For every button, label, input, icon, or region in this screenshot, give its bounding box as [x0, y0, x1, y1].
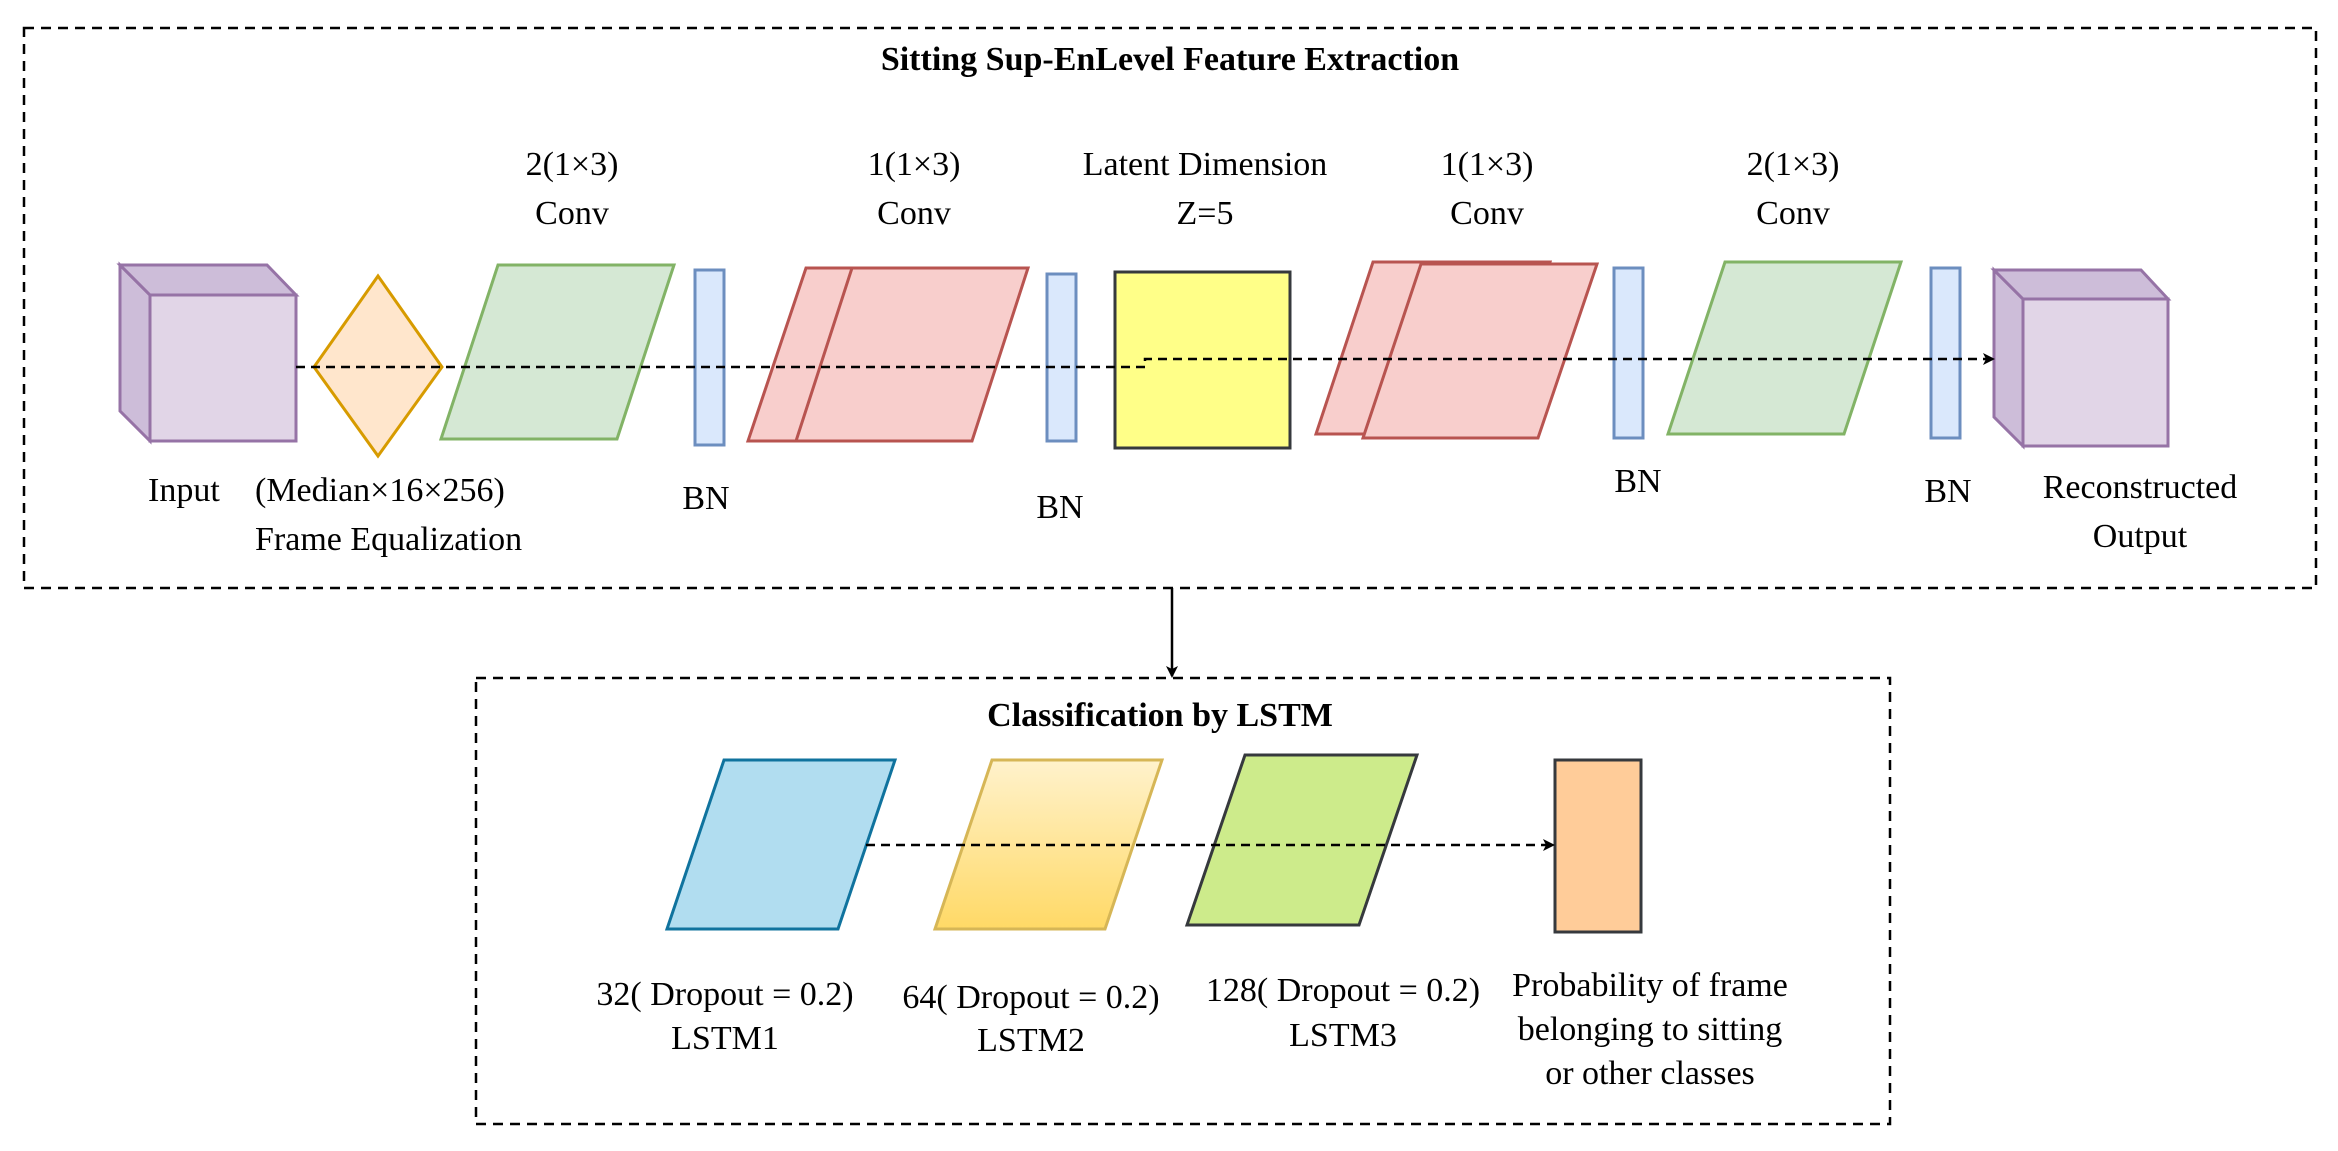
bn4-block — [1929, 266, 1962, 440]
conv3-block-front — [1360, 262, 1600, 440]
probability-output-block — [1553, 758, 1643, 934]
input-cube-top — [116, 263, 300, 297]
feature-extraction-panel: Sitting Sup-EnLevel Feature Extraction I… — [22, 26, 2318, 590]
equalization-label-line2: Frame Equalization — [255, 521, 522, 558]
conv1-block — [438, 263, 677, 441]
lstm1-block — [664, 758, 898, 931]
output-cube-front — [2021, 297, 2170, 448]
output-cube-top — [1990, 268, 2172, 301]
lstm1-label-line1: 32( Dropout = 0.2) — [596, 976, 853, 1013]
bn4-label: BN — [1924, 473, 1971, 510]
conv4-block — [1665, 260, 1904, 436]
output-cube — [1990, 266, 2172, 450]
bn2-block — [1045, 272, 1078, 443]
probability-label-line2: belonging to sitting — [1518, 1011, 1782, 1048]
conv2-label-line1: 1(1×3) — [868, 146, 961, 183]
latent-label-line2: Z=5 — [1177, 195, 1234, 232]
latent-label-line1: Latent Dimension — [1083, 146, 1328, 183]
conv2-label-line2: Conv — [877, 195, 951, 232]
lstm3-label-line1: 128( Dropout = 0.2) — [1206, 972, 1480, 1009]
conv3-label-line1: 1(1×3) — [1441, 146, 1534, 183]
bn3-block — [1612, 266, 1645, 440]
input-cube-front — [148, 293, 298, 443]
lstm2-label-line1: 64( Dropout = 0.2) — [902, 979, 1159, 1016]
classification-border — [474, 676, 1892, 1126]
output-label-line1: Reconstructed — [2043, 469, 2238, 506]
feature-extraction-title: Sitting Sup-EnLevel Feature Extraction — [881, 41, 1459, 78]
bn1-label: BN — [682, 480, 729, 517]
probability-label-line3: or other classes — [1545, 1055, 1755, 1092]
feature-extraction-border — [22, 26, 2318, 590]
conv1-label-line1: 2(1×3) — [526, 146, 619, 183]
conv4-label-line2: Conv — [1756, 195, 1830, 232]
lstm3-block — [1184, 753, 1420, 927]
input-cube — [116, 261, 300, 445]
conv3-label-line2: Conv — [1450, 195, 1524, 232]
classification-title: Classification by LSTM — [987, 697, 1333, 734]
lstm1-label-line2: LSTM1 — [671, 1020, 779, 1057]
bn3-label: BN — [1614, 463, 1661, 500]
output-label-line2: Output — [2093, 518, 2188, 555]
bn1-block — [693, 268, 726, 447]
equalization-label-line1: (Median×16×256) — [255, 472, 505, 509]
bn2-label: BN — [1036, 489, 1083, 526]
conv2-block-front — [793, 266, 1031, 443]
probability-label-line1: Probability of frame — [1512, 967, 1788, 1004]
lstm3-label-line2: LSTM3 — [1289, 1017, 1397, 1054]
input-label: Input — [148, 472, 220, 509]
conv4-label-line1: 2(1×3) — [1747, 146, 1840, 183]
lstm2-label-line2: LSTM2 — [977, 1022, 1085, 1059]
conv1-label-line2: Conv — [535, 195, 609, 232]
encoder-flow-arrow — [296, 353, 1995, 369]
classification-panel: Classification by LSTM 32( Dropout = 0.2… — [474, 676, 1892, 1126]
